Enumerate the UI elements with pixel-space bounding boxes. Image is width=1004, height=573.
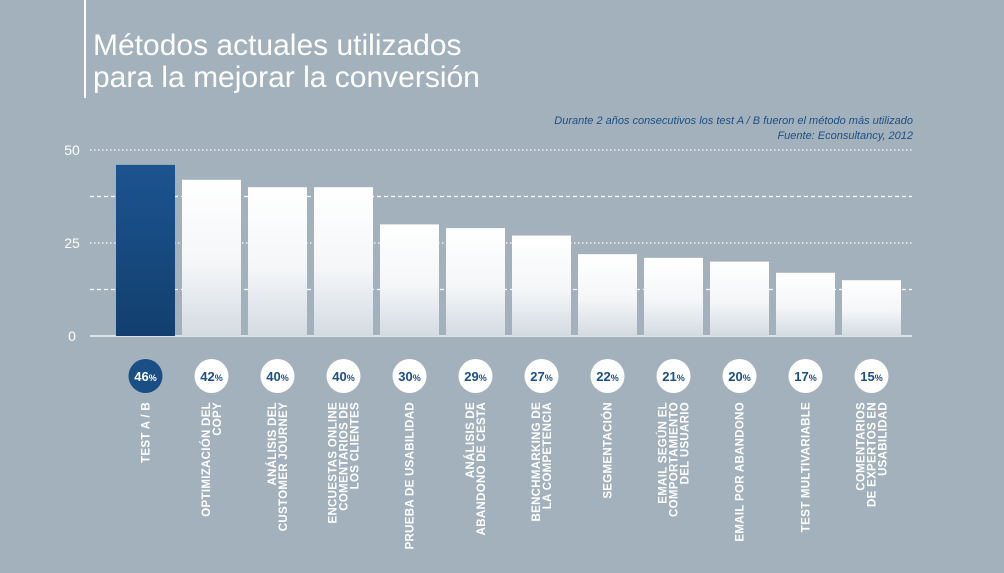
category-label-line: COMENTARIOS DE: [339, 402, 351, 511]
category-label: PRUEBA DE USABILIDAD: [405, 402, 417, 549]
category-label-line: BENCHMARKING DE: [531, 402, 543, 522]
category-label-line: COPY: [212, 402, 224, 436]
chart-title-line-1: Métodos actuales utilizados: [93, 29, 462, 62]
category-label: EMAIL SEGÚN EL COMPORTAMIENTO DEL USUARIO: [657, 402, 692, 517]
y-axis-ticks: 0 25 50: [64, 142, 80, 344]
value-badge: [590, 359, 625, 393]
category-label-line: CUSTOMER JOURNEY: [278, 402, 290, 531]
value-badge: [458, 359, 493, 393]
y-tick-label: 50: [64, 142, 80, 158]
value-label: 46%: [134, 369, 156, 384]
y-tick-label: 25: [64, 235, 80, 251]
category-label: EMAIL POR ABANDONO: [735, 402, 747, 542]
category-label-line: ANÁLISIS DE: [464, 402, 477, 478]
category-label-line: ABANDONO DE CESTA: [476, 402, 488, 535]
value-badge: [524, 359, 559, 393]
bar: [446, 228, 505, 336]
chart-title: Métodos actuales utilizados para la mejo…: [93, 30, 693, 94]
bar: [248, 187, 307, 336]
value-badge: [326, 359, 361, 393]
category-label: ANÁLISIS DEL CUSTOMER JOURNEY: [266, 402, 290, 531]
category-label: TEST MULTIVARIABLE: [801, 402, 813, 532]
category-label-line: LA COMPETENCIA: [542, 402, 554, 509]
category-label-line: COMPORTAMIENTO: [669, 402, 681, 517]
category-label-line: TEST A / B: [141, 402, 153, 463]
value-badge: [722, 359, 757, 393]
bar: [512, 235, 571, 336]
chart-note-line-1: Durante 2 años consecutivos los test A /…: [554, 115, 913, 127]
category-label-line: OPTIMIZACIÓN DEL: [200, 402, 213, 517]
value-badge: [788, 359, 823, 393]
category-label-line: ENCUESTAS ONLINE: [328, 402, 340, 524]
chart-title-line-2: para la mejorar la conversión: [93, 61, 480, 94]
value-label: 30%: [398, 369, 420, 384]
value-label: 40%: [332, 369, 354, 384]
value-labels: 46% 42% 40% 40% 30% 29% 27% 22% 21% 20% 17% 15%: [128, 359, 889, 393]
bar: [710, 261, 769, 336]
value-label: 20%: [728, 369, 750, 384]
value-label: 29%: [464, 369, 486, 384]
bar: [644, 257, 703, 336]
value-badge: [194, 359, 229, 393]
value-label: 40%: [266, 369, 288, 384]
category-label-line: USABILIDAD: [878, 402, 890, 476]
value-badge: [854, 359, 889, 393]
value-label: 22%: [596, 369, 618, 384]
bar: [578, 254, 637, 336]
value-label: 27%: [530, 369, 552, 384]
category-label-line: EMAIL SEGÚN EL: [657, 402, 670, 504]
category-label-line: SEGMENTACIÓN: [602, 402, 615, 499]
bar: [116, 164, 175, 336]
category-labels: TEST A / B OPTIMIZACIÓN DEL COPY ANÁLISIS D…: [141, 402, 890, 549]
category-label-line: EMAIL POR ABANDONO: [735, 402, 747, 542]
category-label: TEST A / B: [141, 402, 153, 463]
category-label: SEGMENTACIÓN: [602, 402, 615, 499]
category-label: ENCUESTAS ONLINE COMENTARIOS DE LOS CLIENT…: [328, 402, 362, 524]
category-label-line: LOS CLIENTES: [350, 402, 362, 489]
value-label: 17%: [794, 369, 816, 384]
y-tick-label: 0: [68, 328, 76, 344]
chart-note-source: Fuente: Econsultancy, 2012: [777, 130, 913, 142]
bar: [182, 179, 241, 336]
bar: [842, 280, 901, 336]
category-label-line: COMENTARIOS: [856, 402, 868, 491]
bar: [776, 272, 835, 336]
value-badge: [260, 359, 295, 393]
bars: [116, 164, 901, 336]
category-label-line: DE EXPERTOS EN: [867, 402, 879, 507]
value-badge: [656, 359, 691, 393]
bar: [380, 224, 439, 336]
value-label: 42%: [200, 369, 222, 384]
title-accent-line: [84, 0, 86, 98]
bar: [314, 187, 373, 336]
category-label: OPTIMIZACIÓN DEL COPY: [200, 402, 224, 517]
category-label-line: TEST MULTIVARIABLE: [801, 402, 813, 532]
category-label: ANÁLISIS DE ABANDONO DE CESTA: [464, 402, 488, 535]
category-label-line: PRUEBA DE USABILIDAD: [405, 402, 417, 549]
category-label: COMENTARIOS DE EXPERTOS EN USABILIDAD: [856, 402, 890, 507]
chart-note: Durante 2 años consecutivos los test A /…: [393, 114, 913, 144]
category-label-line: DEL USUARIO: [680, 402, 692, 484]
value-label: 21%: [662, 369, 684, 384]
value-label: 15%: [860, 369, 882, 384]
category-label-line: ANÁLISIS DEL: [266, 402, 279, 485]
value-badge: [128, 359, 163, 393]
value-badge: [392, 359, 427, 393]
category-label: BENCHMARKING DE LA COMPETENCIA: [531, 402, 554, 522]
